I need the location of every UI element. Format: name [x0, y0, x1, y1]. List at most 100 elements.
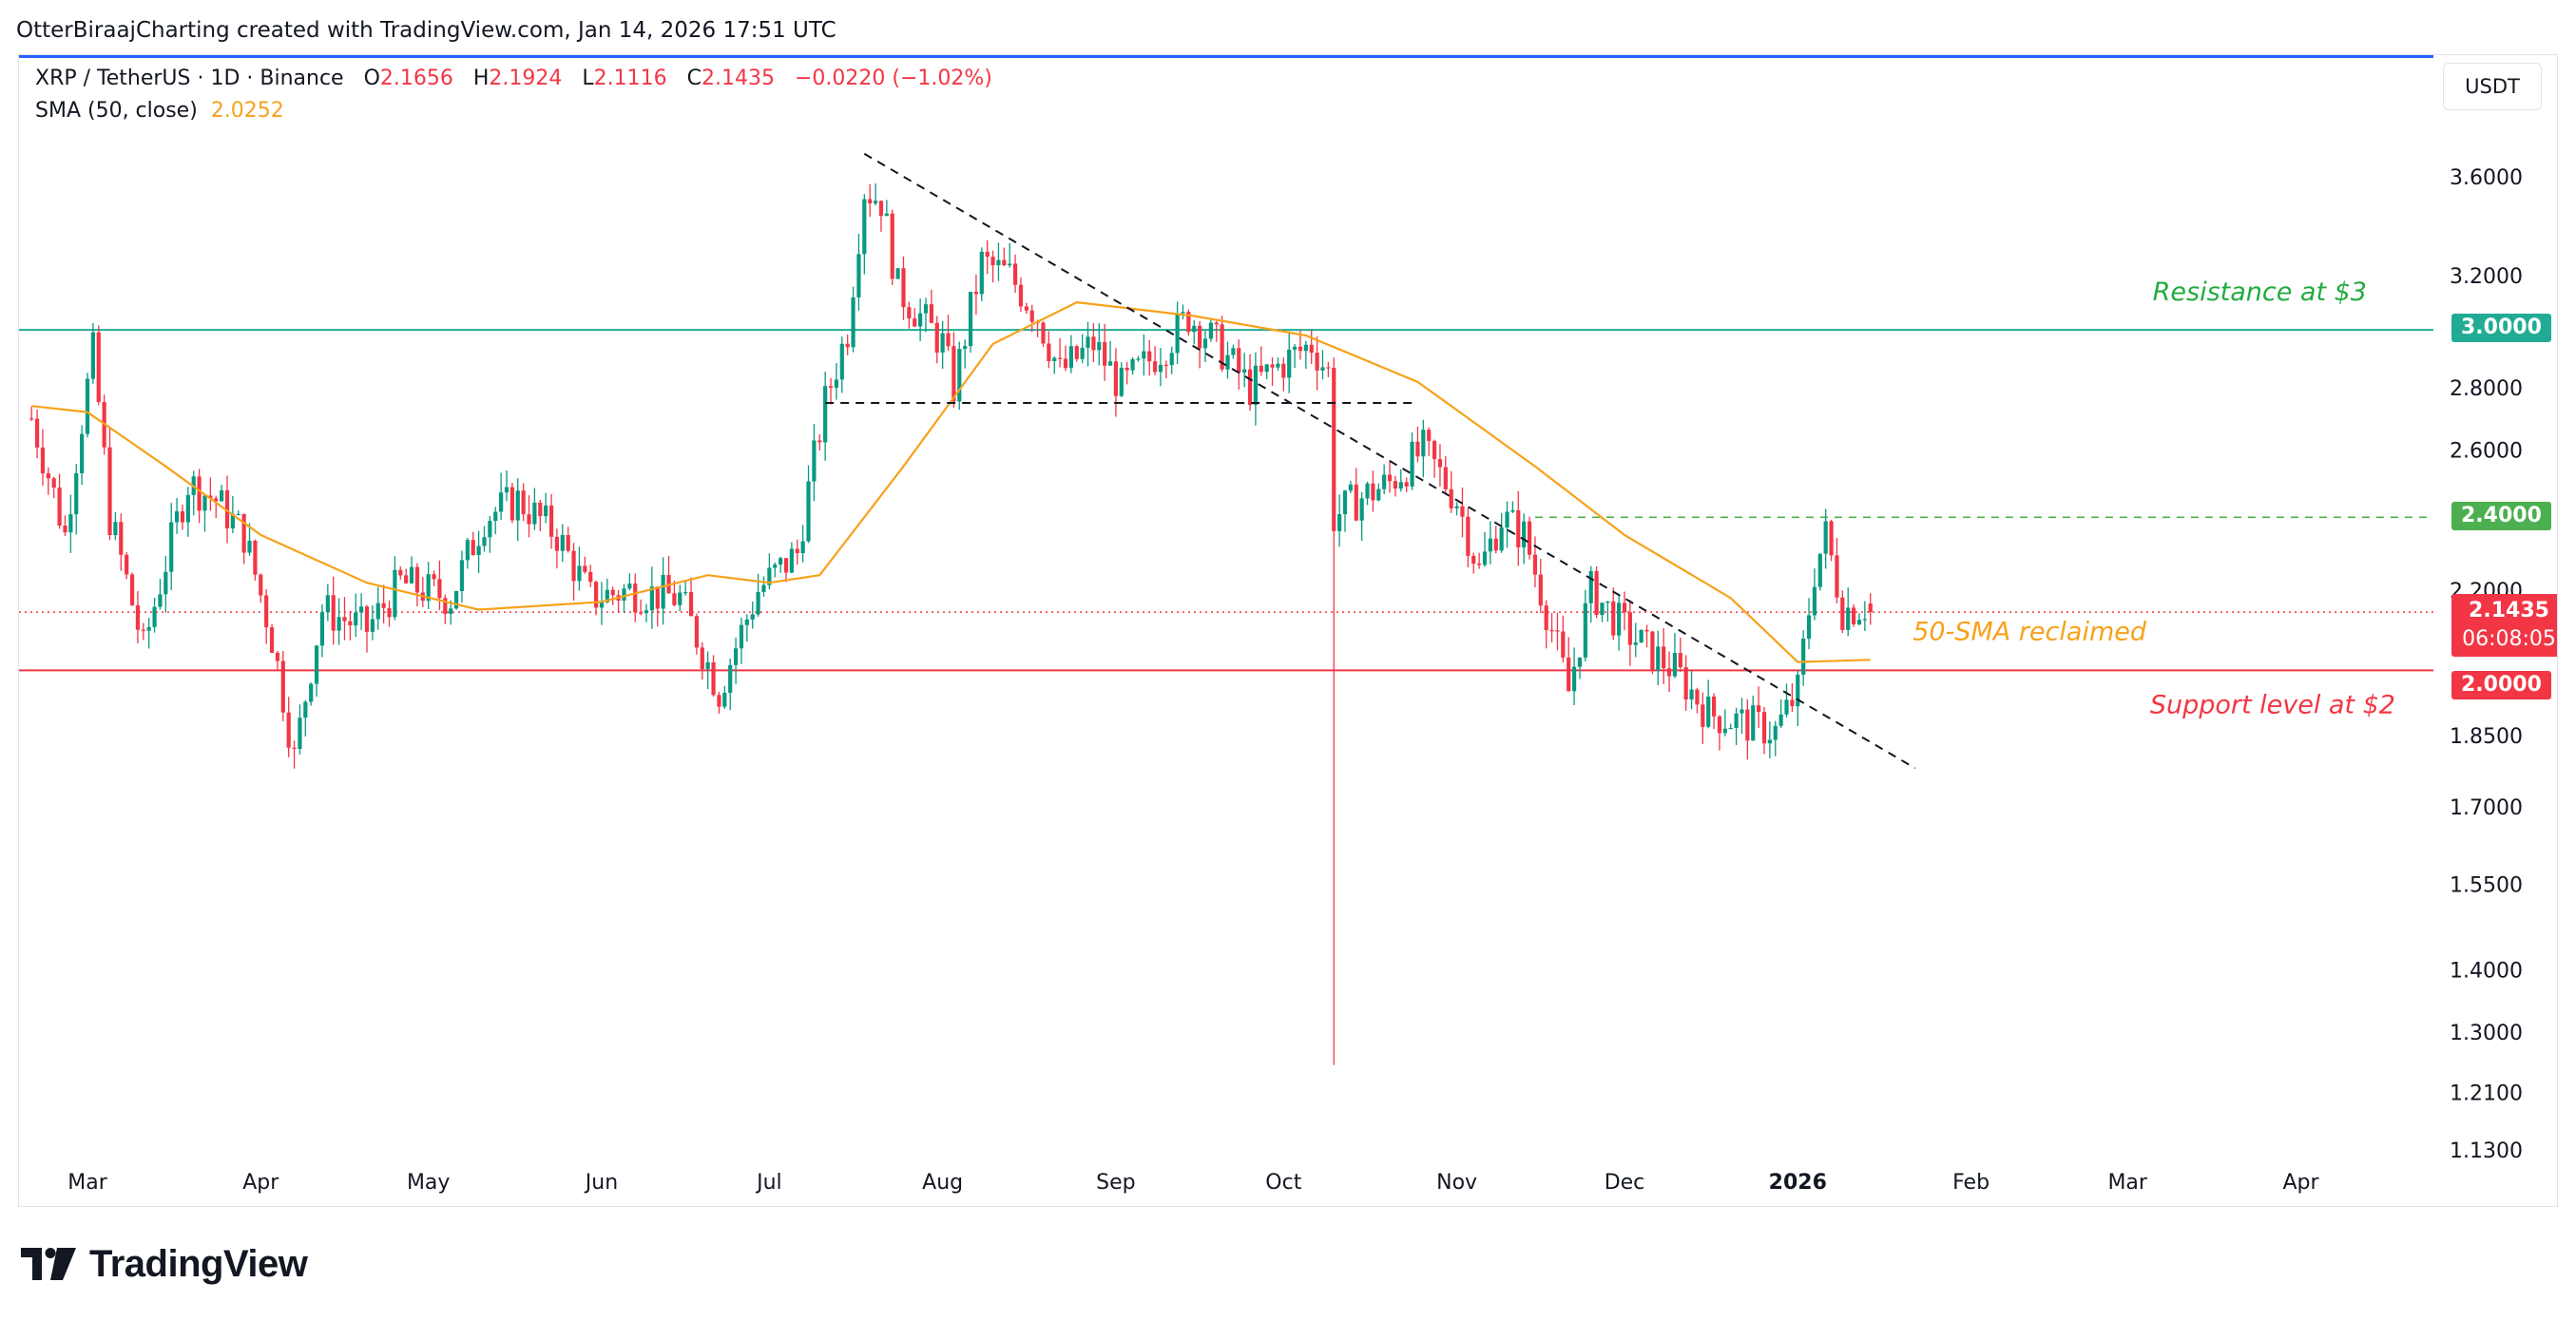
candle: [146, 618, 151, 649]
candle-body: [259, 574, 263, 596]
candle-body: [220, 489, 224, 502]
candle: [694, 613, 700, 655]
candle: [1711, 693, 1717, 730]
candle-body: [1332, 368, 1336, 531]
x-tick-label-11: Feb: [1952, 1171, 1990, 1195]
candle: [1326, 361, 1331, 377]
candle-body: [946, 333, 951, 347]
candle-body: [895, 268, 900, 279]
candle: [432, 570, 436, 586]
x-tick-label-13: Apr: [2282, 1171, 2319, 1195]
candle-body: [74, 472, 79, 515]
candle-body: [1303, 344, 1308, 352]
chart-frame[interactable]: 3.6000 3.2000 2.8000 2.6000 2.2000 1.8500 1.70…: [18, 54, 2558, 1207]
candle-body: [471, 540, 475, 555]
candle: [197, 469, 202, 524]
candle: [1012, 254, 1018, 294]
candle-body: [767, 567, 772, 585]
candle-body: [1505, 511, 1509, 528]
candle-body: [761, 584, 766, 592]
change-value: −0.0220 (−1.02%): [794, 67, 992, 90]
sma-legend[interactable]: SMA (50, close) 2.0252: [35, 99, 284, 123]
candle-body: [169, 522, 174, 572]
candle-body: [1672, 653, 1678, 677]
low-value: 2.1116: [593, 67, 667, 90]
candle: [934, 316, 939, 364]
candle-body: [1348, 484, 1353, 491]
candle: [1449, 470, 1453, 513]
candle: [1186, 309, 1191, 336]
candle-body: [381, 603, 386, 608]
candle: [1198, 320, 1202, 369]
candle: [700, 641, 704, 680]
candle-body: [292, 747, 297, 749]
candle-body: [934, 322, 939, 353]
candle-body: [828, 386, 834, 388]
candle: [208, 477, 213, 511]
candle-body: [298, 718, 302, 749]
candle: [1125, 361, 1129, 385]
candle: [370, 605, 375, 641]
candle: [1477, 552, 1482, 569]
candle-body: [688, 592, 694, 617]
candle: [1588, 565, 1593, 623]
candle-body: [963, 346, 968, 350]
candle-body: [336, 617, 341, 631]
candle: [538, 500, 543, 531]
candle-body: [1571, 666, 1577, 692]
tradingview-logo[interactable]: TradingView: [21, 1243, 308, 1285]
candle-body: [1029, 310, 1034, 322]
candle-body: [1437, 459, 1443, 468]
candle-body: [795, 548, 799, 554]
candle-body: [202, 495, 207, 511]
candle-body: [40, 447, 46, 474]
candle-body: [521, 490, 526, 515]
currency-button[interactable]: USDT: [2443, 63, 2542, 110]
candle-body: [449, 608, 453, 614]
candle: [554, 528, 560, 569]
candle-body: [174, 511, 180, 523]
chart-canvas[interactable]: 3.60003.20002.80002.60002.20001.85001.70…: [19, 55, 2558, 1207]
candle: [1471, 552, 1476, 574]
candle-body: [812, 440, 817, 482]
candle-body: [1751, 705, 1756, 741]
candle-body: [1354, 484, 1358, 521]
candle-body: [185, 494, 190, 523]
candle-body: [571, 550, 576, 582]
candle-body: [1237, 348, 1241, 373]
x-tick-label-5: Aug: [922, 1171, 963, 1195]
candle: [739, 617, 744, 664]
candle: [1107, 340, 1113, 366]
candle-body: [325, 595, 330, 613]
candle: [717, 692, 721, 714]
candle: [191, 470, 196, 516]
candle: [1315, 336, 1319, 391]
candle-body: [1415, 441, 1420, 457]
resistance-annotation: Resistance at $3: [2153, 278, 2367, 307]
candle: [1008, 242, 1012, 268]
candle: [1817, 553, 1822, 591]
candle: [1734, 707, 1739, 745]
candle-body: [1086, 336, 1090, 348]
symbol-legend[interactable]: XRP / TetherUS · 1D · Binance O2.1656 H2…: [35, 67, 992, 90]
candle-body: [1617, 603, 1622, 636]
candle: [1086, 321, 1090, 367]
candle: [74, 464, 79, 535]
candle: [1544, 600, 1548, 649]
candle-body: [1561, 631, 1566, 658]
candle: [280, 650, 285, 721]
candle-body: [432, 574, 436, 580]
candle: [499, 472, 504, 520]
candle-body: [107, 447, 112, 536]
candle-body: [1371, 483, 1375, 501]
candle: [1225, 341, 1230, 379]
time-axis: Mar Apr May Jun Jul Aug Sep Oct Nov Dec 2026 Feb Mar…: [67, 1171, 2319, 1195]
candle: [1432, 439, 1437, 478]
candle: [158, 579, 163, 610]
candle: [532, 488, 537, 530]
candle: [952, 332, 956, 409]
candle-body: [996, 259, 1001, 266]
symbol-name: XRP / TetherUS · 1D · Binance: [35, 67, 344, 90]
candle: [1527, 516, 1532, 560]
candle-body: [1287, 349, 1292, 378]
